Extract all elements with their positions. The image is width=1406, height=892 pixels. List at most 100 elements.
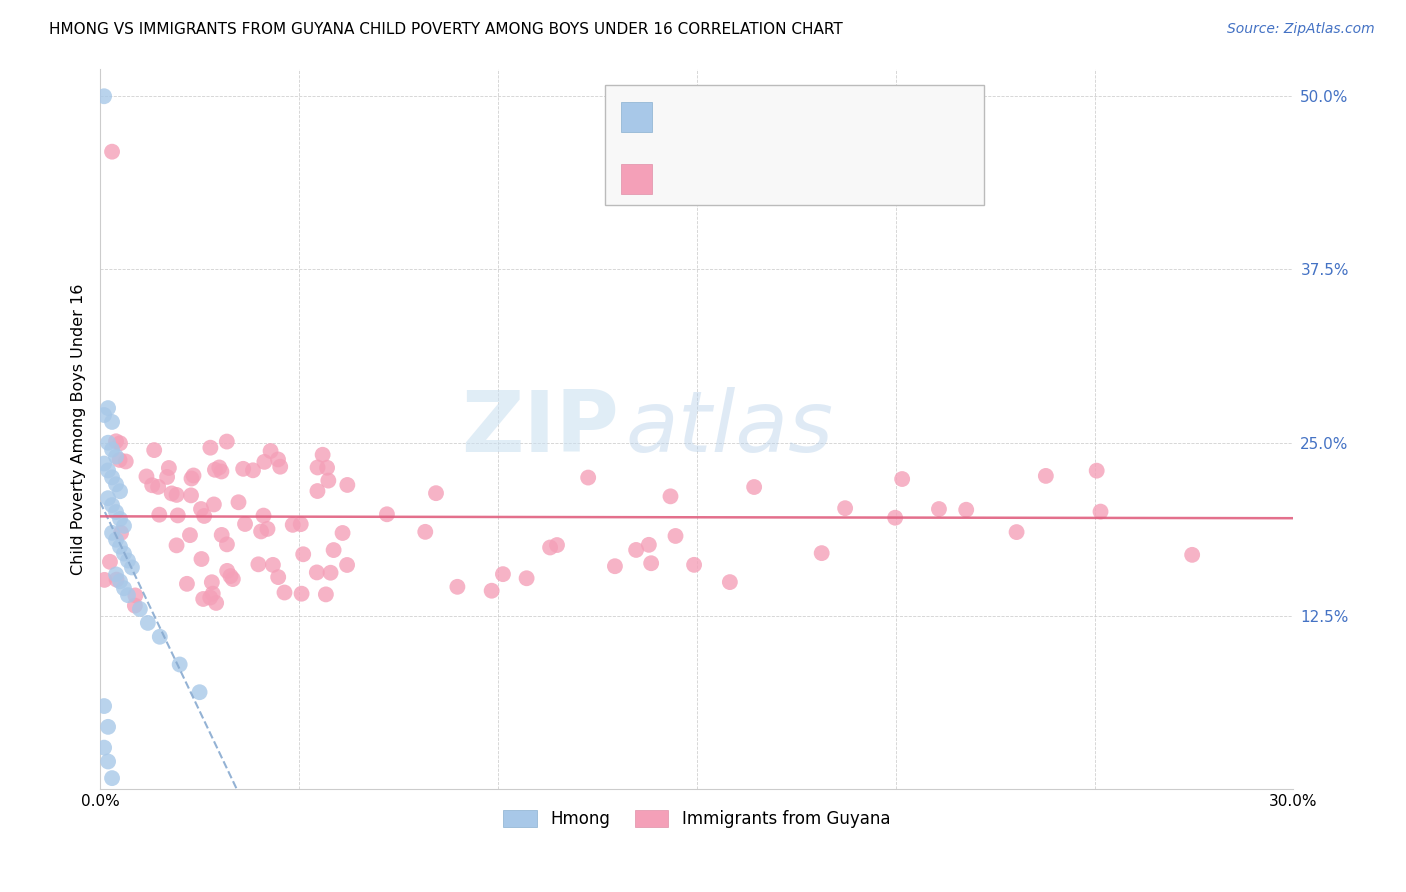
Point — [659, 489, 682, 503]
Point — [576, 470, 599, 484]
Point — [117, 588, 139, 602]
Point — [176, 577, 198, 591]
Point — [105, 434, 128, 449]
Point — [129, 602, 152, 616]
Point — [413, 524, 436, 539]
Point — [93, 408, 115, 422]
Point — [101, 442, 124, 457]
Point — [311, 448, 333, 462]
Point — [93, 457, 115, 471]
Point — [108, 436, 131, 450]
Point — [318, 474, 340, 488]
Point — [179, 528, 201, 542]
Point — [205, 596, 228, 610]
Point — [148, 508, 170, 522]
Point — [891, 472, 914, 486]
Point — [97, 720, 120, 734]
Point — [166, 538, 188, 552]
Point — [253, 455, 276, 469]
Point — [97, 463, 120, 477]
Point — [375, 508, 398, 522]
Point — [209, 465, 232, 479]
Point — [683, 558, 706, 572]
Text: R = -0.028   N =  37: R = -0.028 N = 37 — [666, 110, 884, 128]
Point — [105, 477, 128, 491]
Point — [124, 589, 146, 603]
Point — [546, 538, 568, 552]
Point — [108, 512, 131, 526]
Point — [143, 443, 166, 458]
Point — [180, 488, 202, 502]
Point — [273, 585, 295, 599]
Point — [336, 558, 359, 572]
Point — [228, 495, 250, 509]
Point — [193, 508, 215, 523]
Point — [156, 470, 179, 484]
Point — [105, 505, 128, 519]
Point — [136, 615, 159, 630]
Point — [180, 471, 202, 485]
Point — [208, 460, 231, 475]
Point — [315, 587, 337, 601]
Point — [215, 537, 238, 551]
Point — [765, 186, 787, 201]
Point — [93, 573, 115, 587]
Point — [955, 502, 977, 516]
Point — [166, 488, 188, 502]
Point — [200, 591, 222, 605]
Point — [217, 564, 239, 578]
Point — [742, 480, 765, 494]
Point — [259, 444, 281, 458]
Point — [222, 572, 245, 586]
Point — [190, 502, 212, 516]
Point — [242, 463, 264, 477]
Point — [1035, 469, 1057, 483]
Point — [97, 491, 120, 505]
Point — [928, 502, 950, 516]
Point — [110, 525, 132, 540]
Point — [201, 587, 224, 601]
Point — [190, 552, 212, 566]
Text: HMONG VS IMMIGRANTS FROM GUYANA CHILD POVERTY AMONG BOYS UNDER 16 CORRELATION CH: HMONG VS IMMIGRANTS FROM GUYANA CHILD PO… — [49, 22, 844, 37]
Legend: Hmong, Immigrants from Guyana: Hmong, Immigrants from Guyana — [496, 804, 897, 835]
Point — [640, 556, 662, 570]
Point — [322, 543, 344, 558]
Point — [215, 434, 238, 449]
Point — [319, 566, 342, 580]
Point — [247, 558, 270, 572]
Point — [166, 508, 188, 523]
Point — [169, 657, 191, 672]
Point — [98, 555, 121, 569]
Point — [307, 460, 329, 475]
Point — [603, 559, 626, 574]
Point — [97, 435, 120, 450]
Point — [101, 771, 124, 785]
Point — [232, 462, 254, 476]
Point — [262, 558, 284, 572]
Point — [256, 522, 278, 536]
Point — [834, 501, 856, 516]
Point — [538, 541, 561, 555]
Point — [105, 567, 128, 582]
Point — [267, 452, 290, 467]
Point — [121, 560, 143, 574]
Point — [290, 517, 312, 532]
Point — [97, 401, 120, 415]
Point — [233, 516, 256, 531]
Point — [492, 567, 515, 582]
Point — [157, 461, 180, 475]
Text: atlas: atlas — [626, 387, 834, 470]
Point — [108, 540, 131, 554]
Point — [211, 528, 233, 542]
Point — [146, 480, 169, 494]
Point — [141, 478, 163, 492]
Point — [93, 699, 115, 714]
Point — [101, 415, 124, 429]
Point — [101, 470, 124, 484]
Point — [219, 569, 242, 583]
Point — [105, 573, 128, 587]
Point — [884, 510, 907, 524]
Point — [124, 599, 146, 613]
Point — [105, 450, 128, 464]
Point — [97, 755, 120, 769]
